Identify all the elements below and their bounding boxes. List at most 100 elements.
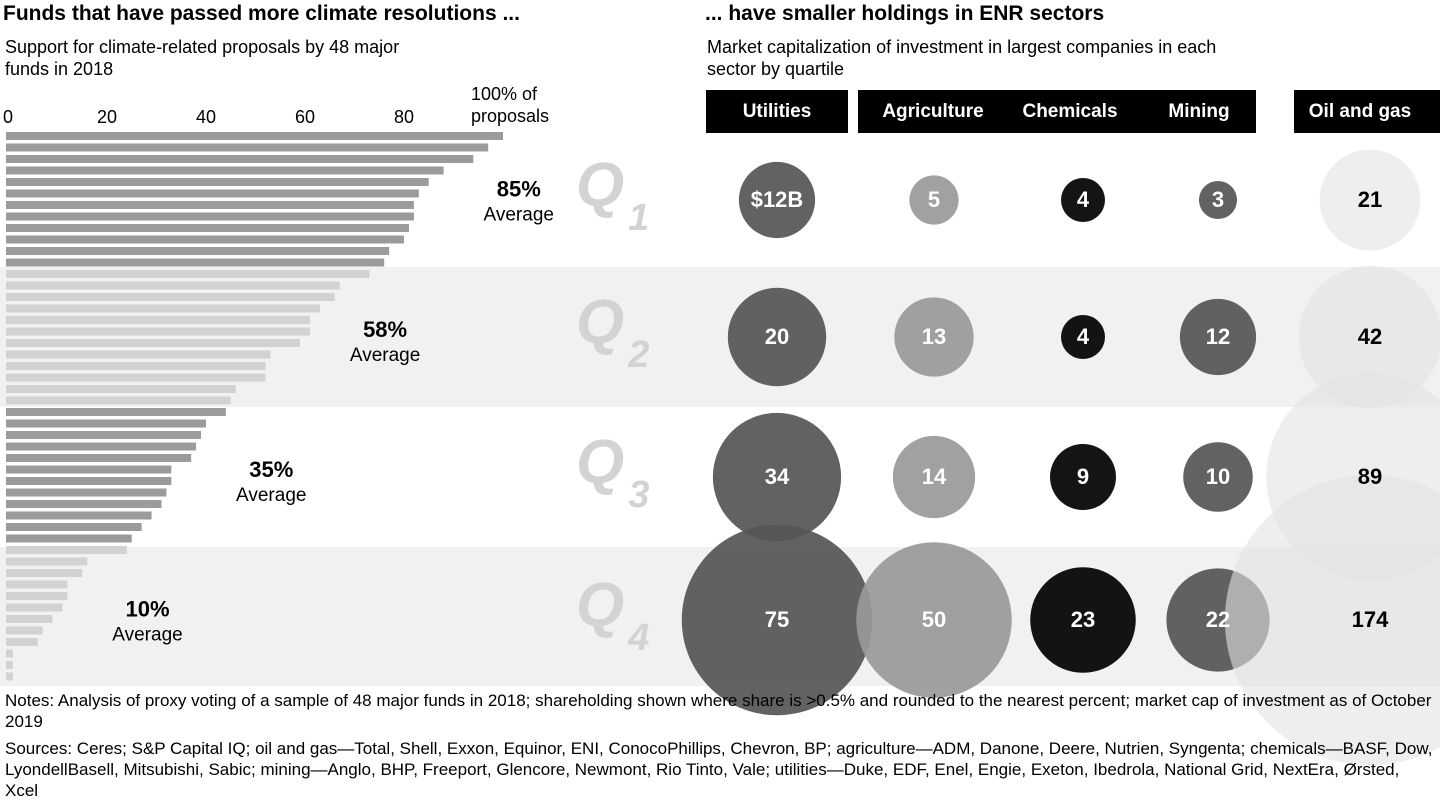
- bar: [6, 166, 444, 175]
- bubble-label: 174: [1352, 607, 1389, 632]
- bar: [6, 373, 266, 382]
- bar: [6, 385, 236, 393]
- bar: [6, 661, 13, 669]
- bar: [6, 511, 152, 520]
- bar: [6, 454, 192, 462]
- bubble-label: 10: [1206, 464, 1230, 489]
- column-header-box: [706, 90, 848, 133]
- bubble-label: 9: [1077, 464, 1089, 489]
- average-label: Average: [236, 485, 306, 506]
- bubble: [909, 175, 959, 225]
- bubble: [1198, 180, 1238, 220]
- bubble-label: 20: [765, 324, 789, 349]
- bubble-label: 50: [922, 607, 946, 632]
- bubble-label: 23: [1071, 607, 1095, 632]
- bar: [6, 557, 88, 566]
- bar: [6, 155, 474, 163]
- bubble: [1030, 567, 1136, 673]
- bar: [6, 672, 13, 681]
- bubble: [1224, 474, 1440, 766]
- bar: [6, 523, 142, 531]
- bubble-label: 14: [922, 464, 947, 489]
- column-header-box: [1294, 90, 1440, 133]
- bubble: [738, 161, 816, 239]
- bar: [6, 201, 414, 209]
- bar: [6, 477, 172, 485]
- x-tick-label: 100% of proposals: [471, 84, 550, 126]
- average-value: 58%: [363, 317, 407, 342]
- right-title: ... have smaller holdings in ENR sectors: [705, 2, 1105, 25]
- average-label: Average: [350, 345, 420, 366]
- column-header: Oil and gas: [1309, 101, 1411, 122]
- bar: [6, 580, 68, 589]
- bar: [6, 258, 385, 267]
- bar: [6, 500, 162, 508]
- bar: [6, 235, 404, 244]
- bar: [6, 327, 310, 336]
- bubble: [1061, 178, 1105, 222]
- bar: [6, 534, 132, 543]
- bubble-label: 4: [1077, 187, 1090, 212]
- x-tick-label: 80: [394, 107, 414, 127]
- bar: [6, 270, 370, 278]
- bar: [6, 293, 335, 301]
- bar: [6, 488, 167, 497]
- bar: [6, 189, 419, 198]
- bubble: [892, 435, 976, 519]
- bubble-label: 89: [1358, 464, 1382, 489]
- bar: [6, 615, 53, 623]
- bubble-label: 3: [1212, 187, 1224, 212]
- bar: [6, 304, 320, 313]
- bar: [6, 316, 310, 324]
- bar: [6, 396, 231, 405]
- average-label: Average: [484, 205, 554, 226]
- bar: [6, 419, 206, 428]
- bubble-label: 22: [1206, 607, 1230, 632]
- notes: Notes: Analysis of proxy voting of a sam…: [5, 691, 1432, 731]
- average-value: 35%: [249, 457, 293, 482]
- bar: [6, 178, 429, 186]
- bar: [6, 339, 301, 347]
- bar: [6, 638, 38, 646]
- column-header: Agriculture: [882, 101, 983, 122]
- right-subtitle: Market capitalization of investment in l…: [707, 37, 1217, 79]
- column-header: Utilities: [743, 101, 812, 122]
- bar: [6, 362, 266, 370]
- bubble-label: 21: [1358, 187, 1382, 212]
- bubble-label: 13: [922, 324, 946, 349]
- bubble: [894, 297, 974, 377]
- bar: [6, 132, 503, 140]
- average-value: 85%: [497, 176, 541, 201]
- x-tick-label: 20: [97, 107, 117, 127]
- bar: [6, 143, 489, 152]
- bubble: [1319, 149, 1421, 251]
- bar: [6, 569, 83, 577]
- bar: [6, 247, 390, 255]
- x-tick-label: 40: [196, 107, 216, 127]
- column-header-box: [858, 90, 1008, 133]
- column-header-box: [1007, 90, 1147, 133]
- bar: [6, 649, 13, 658]
- bar: [6, 350, 271, 359]
- bar: [6, 442, 197, 451]
- x-tick-label: 60: [295, 107, 315, 127]
- x-tick-label: 0: [3, 107, 13, 127]
- bubble-label: 4: [1077, 324, 1090, 349]
- bar: [6, 592, 68, 600]
- sources: Sources: Ceres; S&P Capital IQ; oil and …: [5, 739, 1433, 800]
- bubble: [1298, 265, 1440, 409]
- average-value: 10%: [125, 596, 169, 621]
- average-label: Average: [112, 625, 182, 646]
- bubble-label: $12B: [751, 187, 804, 212]
- bubble-label: 75: [765, 607, 789, 632]
- column-header: Mining: [1168, 101, 1229, 122]
- column-header: Chemicals: [1022, 101, 1117, 122]
- bubble: [1050, 444, 1116, 510]
- bubble: [1179, 298, 1257, 376]
- bar: [6, 546, 127, 554]
